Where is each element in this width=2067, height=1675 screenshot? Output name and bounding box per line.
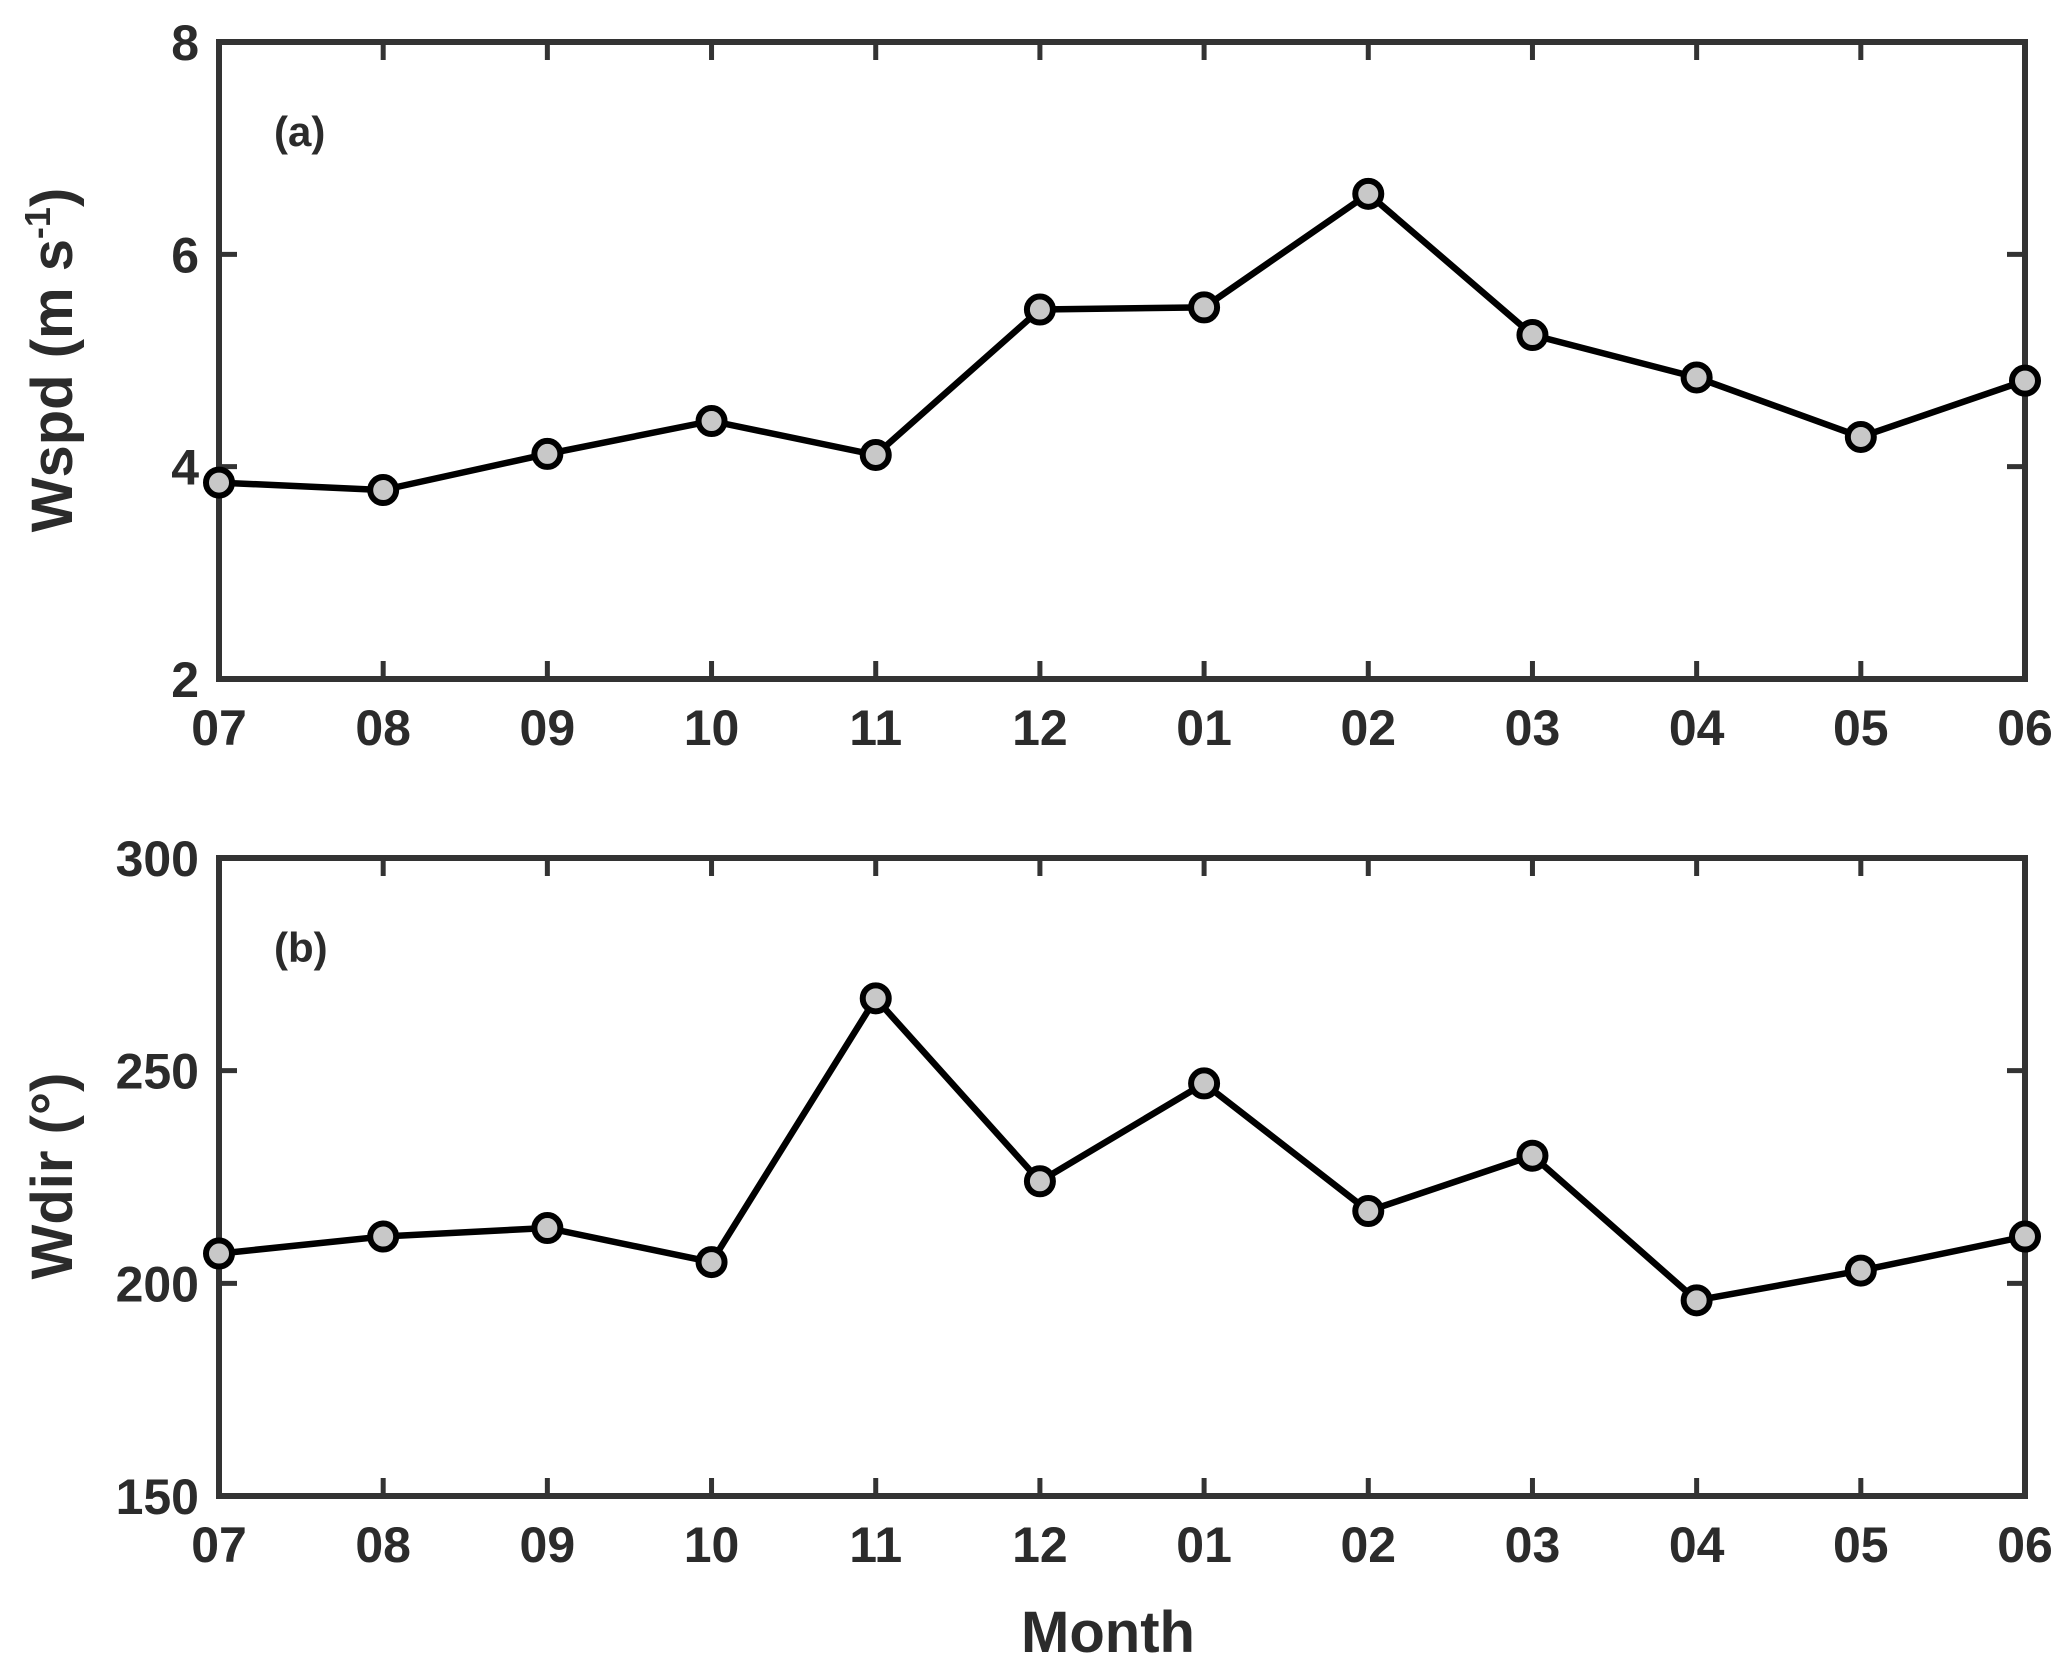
data-point [1023, 1165, 1056, 1198]
x-tick-label: 12 [1012, 700, 1068, 756]
data-point [1352, 177, 1385, 210]
x-tick-label: 10 [684, 700, 740, 756]
data-point [1680, 1284, 1713, 1317]
panel-b-y-axis-title: Wdir (°) [20, 1073, 85, 1280]
x-tick-label: 05 [1833, 1517, 1889, 1573]
x-tick-label: 02 [1340, 700, 1396, 756]
y-tick-label: 300 [116, 831, 199, 887]
x-tick-label: 06 [1997, 1517, 2053, 1573]
panel-a-y-axis-title-main: Wspd (m s [20, 239, 85, 532]
y-tick-label: 8 [171, 15, 199, 71]
panel-b-x-tick-labels: 07 08 09 10 11 12 01 02 03 04 05 06 [191, 1517, 2053, 1573]
x-tick-label: 03 [1505, 700, 1561, 756]
data-point [1188, 291, 1221, 324]
y-tick-label: 6 [171, 227, 199, 283]
x-tick-label: 05 [1833, 700, 1889, 756]
panel-a-y-tick-labels: 2 4 6 8 [171, 15, 199, 708]
data-point [367, 474, 400, 507]
panel-a-y-axis-title-suffix: ) [20, 188, 85, 207]
data-point [203, 466, 235, 499]
x-tick-label: 09 [520, 700, 576, 756]
x-tick-label: 04 [1669, 700, 1725, 756]
y-tick-label: 150 [116, 1469, 199, 1525]
panel-a-y-axis-title-superscript: -1 [17, 207, 58, 239]
panel-b-ticks [216, 855, 2028, 1499]
x-tick-label: 12 [1012, 1517, 1068, 1573]
x-tick-label: 01 [1176, 700, 1232, 756]
x-tick-label: 07 [191, 1517, 247, 1573]
data-point [1680, 361, 1713, 394]
x-tick-label: 04 [1669, 1517, 1725, 1573]
panel-b: 07 08 09 10 11 12 01 02 03 04 05 06 150 200 250 300 (b… [20, 831, 2053, 1665]
y-tick-label: 200 [116, 1256, 199, 1312]
panel-a-y-axis-title: Wspd (m s-1) [17, 188, 85, 533]
data-point [1516, 319, 1549, 352]
data-point [1516, 1139, 1549, 1172]
x-tick-label: 07 [191, 700, 247, 756]
x-tick-label: 08 [355, 700, 411, 756]
panel-a-x-tick-labels: 07 08 09 10 11 12 01 02 03 04 05 06 [191, 700, 2053, 756]
panel-a-label: (a) [274, 108, 325, 155]
data-point [1844, 1254, 1877, 1287]
x-tick-label: 10 [684, 1517, 740, 1573]
panel-b-series-line [218, 995, 2026, 1304]
data-point [531, 437, 564, 470]
panel-a-series-line [218, 190, 2027, 494]
data-point [695, 1246, 728, 1279]
panel-b-axes-frame [216, 855, 2028, 1499]
panel-b-y-tick-labels: 150 200 250 300 [116, 831, 199, 1525]
y-tick-label: 250 [116, 1044, 199, 1100]
data-point [1188, 1067, 1221, 1100]
y-tick-label: 4 [171, 440, 199, 496]
panel-a-axes-frame [216, 39, 2028, 682]
x-tick-label: 03 [1505, 1517, 1561, 1573]
x-tick-label: 06 [1997, 700, 2053, 756]
x-tick-label: 09 [520, 1517, 576, 1573]
y-tick-label: 2 [171, 652, 199, 708]
x-tick-label: 02 [1340, 1517, 1396, 1573]
data-point [1844, 420, 1877, 453]
data-point [859, 982, 892, 1015]
data-point [1352, 1195, 1385, 1228]
x-tick-label: 11 [849, 1517, 902, 1573]
panel-b-markers [203, 982, 2041, 1317]
data-point [1023, 293, 1056, 326]
data-point [2009, 1220, 2041, 1253]
data-point [695, 405, 728, 438]
panel-a-markers [203, 177, 2041, 507]
panel-a: 07 08 09 10 11 12 01 02 03 04 05 06 2 4 6 8 (a) Wspd (… [17, 15, 2053, 756]
x-tick-label: 11 [849, 700, 902, 756]
x-tick-label: 08 [355, 1517, 411, 1573]
data-point [531, 1212, 564, 1245]
data-point [859, 438, 892, 471]
x-tick-label: 01 [1176, 1517, 1232, 1573]
panel-b-x-axis-title: Month [1021, 1600, 1195, 1665]
data-point [367, 1220, 400, 1253]
panel-a-ticks [216, 39, 2028, 682]
data-point [2009, 364, 2041, 397]
panel-b-label: (b) [274, 924, 328, 971]
data-point [203, 1237, 235, 1270]
